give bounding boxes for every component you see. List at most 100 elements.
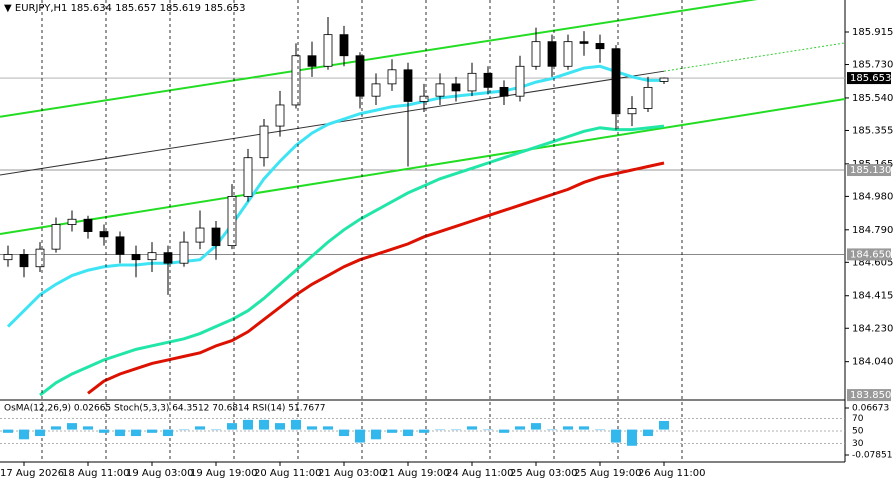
candle-body [323, 34, 333, 67]
osma-bar [99, 429, 109, 433]
y-tick-label: 185.355 [852, 125, 893, 136]
osma-bar [131, 429, 141, 437]
candle-body [643, 86, 653, 109]
x-tick-label: 21 Aug 03:00 [318, 468, 385, 479]
price-label-box [847, 389, 891, 402]
candle-body [35, 248, 45, 268]
candle-body [83, 218, 93, 232]
candle-body [419, 95, 429, 102]
osma-bar [499, 429, 509, 433]
candle-body [563, 41, 573, 67]
x-tick-label: 18 Aug 11:00 [62, 468, 129, 479]
trendline-projection [663, 42, 845, 72]
osma-bar [403, 429, 413, 437]
osma-bar [547, 429, 557, 431]
y-tick-label: 0.06673 [852, 403, 889, 413]
osma-bar [579, 426, 589, 430]
candle-body [467, 72, 477, 92]
moving-average [6, 64, 664, 328]
x-tick-label: 17 Aug 2026 [0, 468, 64, 479]
x-tick-label: 26 Aug 11:00 [638, 468, 705, 479]
candle-body [147, 252, 157, 261]
osma-bar [643, 429, 653, 437]
candle-body [339, 34, 349, 57]
candle-body [387, 69, 397, 85]
candle-body [115, 236, 125, 255]
indicator-title: OsMA(12,26,9) 0.02665 Stoch(5,3,3) 64.35… [4, 404, 326, 414]
x-tick-label: 19 Aug 19:00 [190, 468, 257, 479]
chart-title: ▼ EURJPY,H1 185.634 185.657 185.619 185.… [4, 3, 246, 14]
y-tick-label: 184.790 [852, 225, 893, 236]
x-tick-label: 19 Aug 03:00 [126, 468, 193, 479]
candle-body [499, 86, 509, 97]
main-plot [0, 0, 845, 397]
candle-body [259, 125, 269, 159]
level-label: 30 [852, 439, 864, 449]
osma-bar [195, 426, 205, 430]
osma-bar [3, 429, 13, 433]
y-tick-label: 184.230 [852, 323, 893, 334]
x-tick-label: 25 Aug 19:00 [574, 468, 641, 479]
moving-average [39, 124, 665, 397]
osma-bar [659, 420, 669, 430]
candle-body [51, 224, 61, 250]
price-label-box [847, 164, 891, 177]
candle-body [483, 72, 493, 88]
candle-body [195, 227, 205, 243]
candle-body [451, 83, 461, 92]
osma-bar [627, 429, 637, 446]
candle-body [515, 65, 525, 97]
moving-average [87, 161, 665, 395]
osma-bar [515, 426, 525, 430]
candle-body [371, 83, 381, 97]
osma-bar [147, 429, 157, 433]
osma-bar [211, 429, 221, 431]
osma-bar [35, 429, 45, 437]
osma-bar [291, 419, 301, 430]
y-tick-label: 184.980 [852, 191, 893, 202]
osma-bar [115, 429, 125, 437]
candle-body [435, 83, 445, 97]
candle-body [99, 231, 109, 238]
osma-bar [275, 423, 285, 430]
osma-bar [563, 426, 573, 430]
y-tick-label: 185.730 [852, 60, 893, 71]
candle-body [595, 43, 605, 50]
osma-bar [163, 429, 173, 437]
osma-bar [339, 429, 349, 437]
osma-bar [227, 423, 237, 430]
osma-bar [483, 429, 493, 431]
osma-bar [467, 426, 477, 430]
osma-bar [323, 426, 333, 430]
candle-body [307, 55, 317, 67]
candle-body [163, 252, 173, 264]
candle-body [243, 157, 253, 197]
osma-bar [243, 419, 253, 430]
osma-bar [179, 429, 189, 431]
candle-body [19, 254, 29, 268]
candle-body [355, 55, 365, 97]
x-tick-label: 24 Aug 11:00 [446, 468, 513, 479]
candle-body [579, 41, 589, 44]
price-label-box [847, 248, 891, 261]
candle-body [627, 108, 637, 115]
osma-bar [531, 423, 541, 430]
osma-bar [451, 429, 461, 431]
y-tick-label: 184.415 [852, 291, 893, 302]
candle-body [531, 41, 541, 67]
price-label: 184.650 [850, 249, 891, 260]
candle-body [131, 254, 141, 261]
candle-body [547, 41, 557, 67]
osma-bar [259, 419, 269, 430]
level-label: 50 [852, 427, 864, 437]
osma-bar [435, 429, 445, 431]
y-tick-label: 184.605 [852, 257, 893, 268]
x-tick-label: 21 Aug 19:00 [382, 468, 449, 479]
candle-body [275, 104, 285, 127]
osma-bar [51, 426, 61, 430]
osma-bar [387, 429, 397, 433]
osma-bar [83, 426, 93, 430]
trendline [0, 98, 845, 236]
